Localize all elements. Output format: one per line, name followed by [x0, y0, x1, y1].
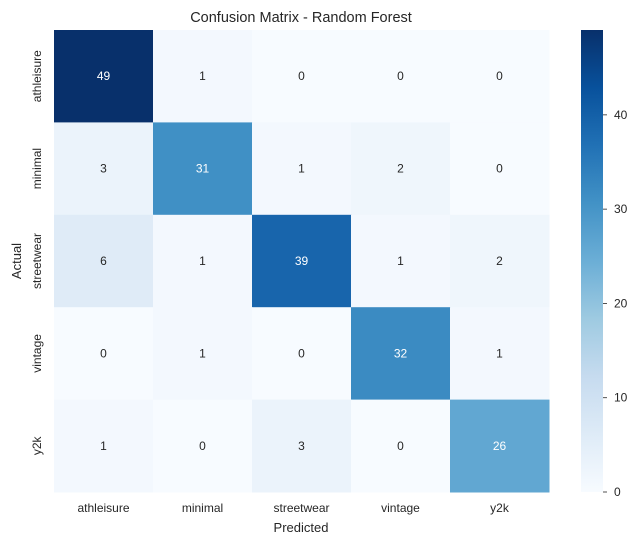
heatmap-cells: 49 1 0 0 0 3 31 1 2 0 6 1 39 1 2 0 1 0 32 1 1 0 3 0 26 — [54, 30, 550, 493]
colorbar-tick-label: 30 — [614, 202, 628, 216]
colorbar-tick-label: 40 — [614, 108, 628, 122]
cell-value-label: 2 — [397, 162, 404, 176]
y-axis-ticks: athleisure minimal streetwear vintage y2k — [30, 50, 44, 455]
cell-value-label: 1 — [199, 346, 206, 360]
heatmap-cell-1-4 — [450, 122, 550, 216]
heatmap-cell-3-3 — [351, 307, 451, 401]
cell-value-label: 2 — [496, 254, 503, 268]
cell-value-label: 3 — [298, 439, 305, 453]
heatmap-cell-1-1 — [153, 122, 253, 216]
colorbar-tick-label: 10 — [614, 391, 628, 405]
cell-value-label: 0 — [397, 439, 404, 453]
heatmap-cell-0-3 — [351, 30, 451, 123]
cell-value-label: 1 — [298, 162, 305, 176]
heatmap-cell-2-2 — [252, 214, 352, 308]
heatmap-cell-4-1 — [153, 399, 253, 493]
heatmap-cell-4-0 — [54, 399, 154, 493]
heatmap-cell-0-2 — [252, 30, 352, 123]
heatmap-cell-4-3 — [351, 399, 451, 493]
cell-value-label: 1 — [100, 439, 107, 453]
x-tick-label: vintage — [381, 501, 420, 515]
x-tick-label: athleisure — [77, 501, 129, 515]
cell-value-label: 32 — [394, 346, 408, 360]
heatmap-cell-2-4 — [450, 214, 550, 308]
cell-value-label: 26 — [493, 439, 507, 453]
y-tick-label: y2k — [30, 435, 44, 455]
y-tick-label: streetwear — [30, 233, 44, 289]
x-tick-label: y2k — [490, 501, 510, 515]
y-tick-label: minimal — [30, 148, 44, 189]
heatmap-cell-1-2 — [252, 122, 352, 216]
heatmap-cell-2-0 — [54, 214, 154, 308]
cell-value-label: 0 — [100, 346, 107, 360]
x-tick-label: minimal — [182, 501, 223, 515]
cell-value-label: 0 — [298, 346, 305, 360]
heatmap-cell-0-1 — [153, 30, 253, 123]
cell-value-label: 0 — [298, 69, 305, 83]
colorbar — [581, 30, 603, 492]
heatmap-cell-3-4 — [450, 307, 550, 401]
heatmap-cell-1-3 — [351, 122, 451, 216]
cell-value-label: 31 — [196, 162, 210, 176]
heatmap-cell-3-0 — [54, 307, 154, 401]
heatmap-cell-3-2 — [252, 307, 352, 401]
cell-value-label: 0 — [199, 439, 206, 453]
cell-value-label: 1 — [199, 69, 206, 83]
x-axis-label: Predicted — [274, 520, 329, 535]
y-tick-label: vintage — [30, 334, 44, 373]
cell-value-label: 0 — [496, 162, 503, 176]
cell-value-label: 39 — [295, 254, 309, 268]
heatmap-cell-3-1 — [153, 307, 253, 401]
heatmap-cell-4-2 — [252, 399, 352, 493]
heatmap-cell-2-3 — [351, 214, 451, 308]
cell-value-label: 3 — [100, 162, 107, 176]
chart-title: Confusion Matrix - Random Forest — [190, 10, 412, 26]
y-axis-label: Actual — [9, 243, 24, 279]
cell-value-label: 49 — [97, 69, 111, 83]
cell-value-label: 6 — [100, 254, 107, 268]
cell-value-label: 1 — [496, 346, 503, 360]
heatmap-cell-4-4 — [450, 399, 550, 493]
cell-value-label: 0 — [496, 69, 503, 83]
heatmap-cell-1-0 — [54, 122, 154, 216]
x-axis-ticks: athleisure minimal streetwear vintage y2k — [77, 501, 509, 515]
heatmap-cell-0-4 — [450, 30, 550, 123]
colorbar-ticks: 0 10 20 30 40 — [603, 108, 628, 499]
colorbar-tick-label: 20 — [614, 296, 628, 310]
x-tick-label: streetwear — [273, 501, 329, 515]
heatmap-cell-2-1 — [153, 214, 253, 308]
cell-value-label: 1 — [397, 254, 404, 268]
heatmap-cell-0-0 — [54, 30, 154, 123]
cell-value-label: 1 — [199, 254, 206, 268]
y-tick-label: athleisure — [30, 50, 44, 102]
colorbar-tick-label: 0 — [614, 485, 621, 499]
cell-value-label: 0 — [397, 69, 404, 83]
